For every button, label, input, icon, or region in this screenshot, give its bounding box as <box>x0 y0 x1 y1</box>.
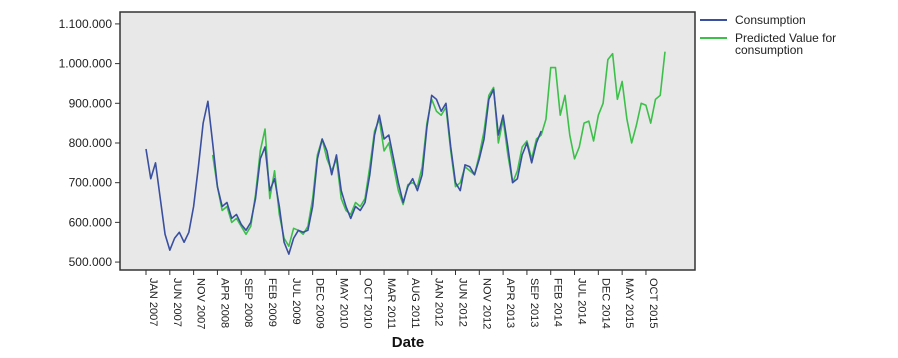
x-tick-label: FEB 2014 <box>552 278 564 327</box>
x-tick-label: MAY 2010 <box>337 278 349 328</box>
legend: Consumption Predicted Value for consumptio… <box>700 13 836 57</box>
x-tick-label: AUG 2011 <box>409 278 421 329</box>
legend-label: Predicted Value for consumption <box>735 31 836 57</box>
series-predicted-line <box>211 51 666 247</box>
x-axis: JAN 2007 JUN 2007 NOV 2007 APR 2008 SEP 2008… <box>145 270 659 329</box>
x-tick-label: DEC 2014 <box>599 278 611 329</box>
x-tick-label: NOV 2007 <box>195 278 207 329</box>
x-tick-label: MAY 2015 <box>623 278 635 328</box>
x-tick-label: FEB 2009 <box>266 278 278 327</box>
x-tick-label: MAR 2011 <box>385 278 397 329</box>
y-tick-label: 600.000 <box>69 215 113 229</box>
x-tick-label: JUL 2009 <box>290 278 302 325</box>
legend-label: Consumption <box>735 13 806 27</box>
x-tick-label: APR 2013 <box>504 278 516 328</box>
x-tick-label: JUN 2012 <box>456 278 468 327</box>
x-axis-title: Date <box>392 334 425 351</box>
x-tick-label: SEP 2013 <box>528 278 540 327</box>
x-tick-label: JUL 2014 <box>576 278 588 325</box>
x-tick-label: OCT 2015 <box>647 278 659 329</box>
y-tick-label: 900.000 <box>69 96 113 110</box>
y-tick-label: 1.000.000 <box>59 57 113 71</box>
series-consumption-line <box>145 88 542 255</box>
plot-area <box>119 11 696 271</box>
y-axis: 500.000 600.000 700.000 800.000 900.000 1.000… <box>59 17 120 269</box>
y-tick-label: 700.000 <box>69 176 113 190</box>
x-tick-label: OCT 2010 <box>361 278 373 329</box>
x-tick-label: JUN 2007 <box>171 278 183 327</box>
x-tick-label: NOV 2012 <box>480 278 492 329</box>
series-layer <box>145 51 666 255</box>
legend-item-consumption: Consumption <box>700 13 806 27</box>
x-tick-label: DEC 2009 <box>314 278 326 329</box>
x-tick-label: APR 2008 <box>218 278 230 328</box>
y-tick-label: 1.100.000 <box>59 17 113 31</box>
x-tick-label: SEP 2008 <box>242 278 254 327</box>
x-tick-label: JAN 2007 <box>147 278 159 326</box>
y-tick-label: 500.000 <box>69 255 113 269</box>
x-tick-label: JAN 2012 <box>433 278 445 326</box>
legend-item-predicted: Predicted Value for consumption <box>700 31 836 57</box>
y-tick-label: 800.000 <box>69 136 113 150</box>
